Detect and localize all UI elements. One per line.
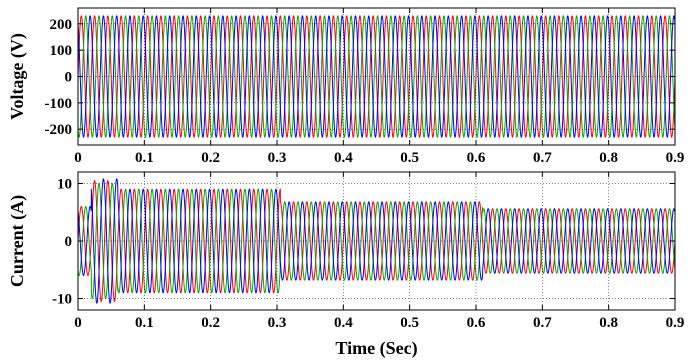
- current-y-tick-label-2: 10: [57, 177, 72, 193]
- voltage-y-tick-label-4: 200: [50, 17, 73, 33]
- current-y-axis-label: Current (A): [7, 195, 28, 287]
- current-x-tick-label-4: 0.4: [334, 315, 353, 331]
- voltage-x-tick-label-9: 0.9: [666, 150, 685, 166]
- current-y-tick-label-0: -10: [52, 292, 72, 308]
- voltage-x-tick-label-8: 0.8: [599, 150, 618, 166]
- voltage-x-tick-label-5: 0.5: [400, 150, 419, 166]
- voltage-y-tick-label-3: 100: [50, 43, 73, 59]
- voltage-y-tick-label-1: -100: [45, 96, 73, 112]
- current-x-tick-label-8: 0.8: [599, 315, 618, 331]
- voltage-y-tick-label-0: -200: [45, 122, 73, 138]
- current-x-tick-label-2: 0.2: [201, 315, 220, 331]
- voltage-x-tick-label-4: 0.4: [334, 150, 353, 166]
- current-x-tick-label-3: 0.3: [268, 315, 287, 331]
- time-x-axis-label: Time (Sec): [335, 338, 417, 359]
- current-x-tick-label-5: 0.5: [400, 315, 419, 331]
- voltage-y-axis-label: Voltage (V): [7, 33, 28, 120]
- voltage-x-tick-label-3: 0.3: [268, 150, 287, 166]
- current-x-tick-label-6: 0.6: [467, 315, 486, 331]
- voltage-x-tick-label-6: 0.6: [467, 150, 486, 166]
- voltage-x-tick-label-2: 0.2: [201, 150, 220, 166]
- current-x-tick-label-7: 0.7: [533, 315, 552, 331]
- voltage-x-tick-label-7: 0.7: [533, 150, 552, 166]
- current-x-tick-label-0: 0: [74, 315, 82, 331]
- current-x-tick-label-1: 0.1: [135, 315, 154, 331]
- voltage-x-tick-label-1: 0.1: [135, 150, 154, 166]
- voltage-y-tick-label-2: 0: [65, 70, 73, 86]
- voltage-x-tick-label-0: 0: [74, 150, 82, 166]
- current-x-tick-label-9: 0.9: [666, 315, 685, 331]
- voltage-panel: 0 0.1 0.2 0.3 0.4 0.5 0.6 0.7 0.8 0.9 -200 -100 0 100…: [7, 8, 684, 166]
- current-y-tick-label-1: 0: [65, 234, 73, 250]
